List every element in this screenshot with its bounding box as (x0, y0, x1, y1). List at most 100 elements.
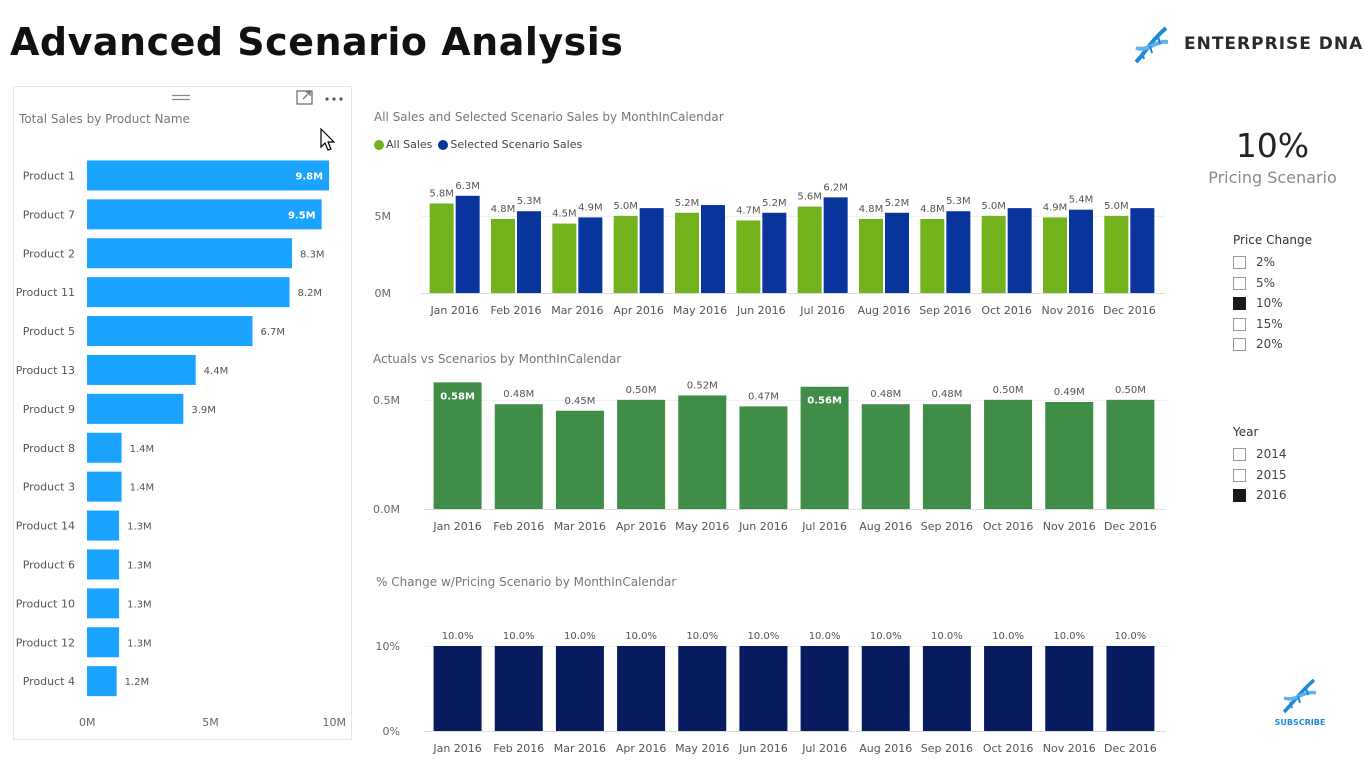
x-label-aug-2016: Aug 2016 (858, 304, 911, 317)
data-label-product-6: 1.3M (127, 560, 152, 571)
subscribe-button[interactable]: SUBSCRIBE (1270, 676, 1330, 728)
x-label-jan-2016: Jan 2016 (432, 742, 481, 755)
category-label-product-2: Product 2 (23, 247, 75, 260)
bar-product-1 (87, 160, 330, 191)
product-sales-visual[interactable]: Total Sales by Product Name Product 1 9.8… (13, 86, 352, 740)
data-label-sep-2016: 0.48M (931, 389, 962, 400)
data-label-selected-scenario-sales-nov-2016: 5.4M (1069, 195, 1094, 206)
price-option-10[interactable]: 10% (1233, 295, 1283, 311)
bar-all-sales-jan-2016 (429, 203, 454, 293)
category-label-product-9: Product 9 (23, 403, 75, 416)
product-bar-chart: Product 1 9.8M Product 7 9.5M Product 2 8.3M P… (16, 160, 346, 729)
price-option-2[interactable]: 2% (1233, 254, 1275, 270)
price-option-15[interactable]: 15% (1233, 316, 1283, 332)
x-label-sep-2016: Sep 2016 (921, 520, 973, 533)
year-option-2016[interactable]: 2016 (1233, 487, 1287, 503)
bar-jan-2016 (433, 382, 482, 509)
x-label-oct-2016: Oct 2016 (981, 304, 1032, 317)
data-label-aug-2016: 10.0% (870, 631, 902, 642)
product-chart-title: Total Sales by Product Name (19, 112, 190, 126)
x-label-mar-2016: Mar 2016 (551, 304, 603, 317)
data-label-feb-2016: 10.0% (503, 631, 535, 642)
data-label-all-sales-sep-2016: 4.8M (920, 204, 945, 215)
bar-oct-2016 (984, 646, 1033, 731)
focus-mode-icon[interactable] (296, 90, 314, 106)
data-label-selected-scenario-sales-aug-2016: 5.2M (885, 198, 910, 209)
bar-all-sales-may-2016 (675, 212, 699, 293)
data-label-nov-2016: 0.49M (1054, 387, 1085, 398)
bar-all-sales-oct-2016 (981, 215, 1006, 293)
bar-selected-scenario-sales-mar-2016 (578, 217, 603, 293)
bar-selected-scenario-sales-feb-2016 (517, 211, 541, 293)
bar-product-10 (87, 588, 120, 619)
data-label-product-1: 9.8M (295, 171, 323, 182)
sales-visual[interactable]: All Sales and Selected Scenario Sales by… (365, 105, 1185, 325)
category-label-product-14: Product 14 (16, 520, 75, 533)
data-label-jul-2016: 10.0% (809, 631, 841, 642)
bar-selected-scenario-sales-jun-2016 (762, 212, 787, 293)
x-label-apr-2016: Apr 2016 (616, 520, 667, 533)
pct-change-visual[interactable]: % Change w/Pricing Scenario by MonthInCa… (365, 570, 1185, 765)
checkbox-checked[interactable] (1233, 488, 1246, 502)
x-label-jun-2016: Jun 2016 (738, 742, 788, 755)
more-options-icon[interactable] (324, 95, 344, 103)
year-option-2014[interactable]: 2014 (1233, 446, 1287, 462)
pricing-scenario-value: 10% (1235, 126, 1310, 165)
bar-selected-scenario-sales-dec-2016 (1130, 208, 1155, 293)
bar-selected-scenario-sales-aug-2016 (885, 212, 909, 293)
data-label-apr-2016: 0.50M (626, 385, 657, 396)
bar-aug-2016 (861, 404, 910, 509)
bar-aug-2016 (861, 646, 910, 731)
bar-all-sales-jun-2016 (736, 220, 761, 293)
checkbox[interactable] (1233, 255, 1246, 269)
checkbox-checked[interactable] (1233, 296, 1246, 310)
data-label-all-sales-aug-2016: 4.8M (859, 204, 884, 215)
data-label-feb-2016: 0.48M (503, 389, 534, 400)
data-label-all-sales-feb-2016: 4.8M (491, 204, 516, 215)
sales-chart-title: All Sales and Selected Scenario Sales by… (374, 110, 724, 124)
data-label-apr-2016: 10.0% (625, 631, 657, 642)
category-label-product-7: Product 7 (23, 208, 75, 221)
x-label-jun-2016: Jun 2016 (738, 520, 788, 533)
data-label-selected-scenario-sales-sep-2016: 5.3M (946, 196, 971, 207)
bar-apr-2016 (617, 399, 666, 509)
category-label-product-11: Product 11 (16, 286, 75, 299)
x-label-sep-2016: Sep 2016 (919, 304, 971, 317)
data-label-selected-scenario-sales-jul-2016: 6.2M (823, 182, 848, 193)
checkbox[interactable] (1233, 276, 1246, 290)
data-label-dec-2016: 10.0% (1115, 631, 1147, 642)
data-label-all-sales-apr-2016: 5.0M (613, 201, 638, 212)
year-option-2015[interactable]: 2015 (1233, 467, 1287, 483)
legend-marker-scenario-sales (438, 139, 449, 150)
pct-change-bar-chart: 0% 10% Jan 2016 Feb 2016 Mar 2016 Apr 2016 May… (376, 631, 1166, 755)
data-label-product-8: 1.4M (130, 444, 155, 455)
enterprise-dna-logo: ENTERPRISE DNA (1128, 22, 1362, 68)
x-label-dec-2016: Dec 2016 (1103, 304, 1156, 317)
category-label-product-6: Product 6 (23, 558, 75, 571)
bar-selected-scenario-sales-jan-2016 (455, 195, 480, 293)
category-label-product-8: Product 8 (23, 442, 75, 455)
pricing-scenario-label: Pricing Scenario (1208, 168, 1337, 187)
data-label-oct-2016: 10.0% (992, 631, 1024, 642)
drag-handle-icon[interactable] (172, 94, 192, 102)
x-label-jan-2016: Jan 2016 (429, 304, 478, 317)
checkbox[interactable] (1233, 337, 1246, 351)
actuals-visual[interactable]: Actuals vs Scenarios by MonthInCalendar … (365, 347, 1185, 542)
checkbox[interactable] (1233, 317, 1246, 331)
price-option-5[interactable]: 5% (1233, 275, 1275, 291)
price-option-20[interactable]: 20% (1233, 336, 1283, 352)
data-label-product-4: 1.2M (125, 677, 150, 688)
checkbox[interactable] (1233, 468, 1246, 482)
bar-selected-scenario-sales-nov-2016 (1069, 209, 1093, 293)
price-change-slicer-title: Price Change (1233, 233, 1313, 247)
bar-apr-2016 (617, 646, 666, 731)
y-tick-0m: 0M (375, 287, 392, 300)
y-tick-0-0m: 0.0M (373, 503, 400, 516)
bar-nov-2016 (1045, 646, 1094, 731)
checkbox[interactable] (1233, 447, 1246, 461)
bar-all-sales-mar-2016 (552, 223, 577, 293)
data-label-all-sales-jun-2016: 4.7M (736, 205, 761, 216)
bar-all-sales-jul-2016 (797, 206, 822, 293)
y-tick-0-5m: 0.5M (373, 394, 400, 407)
legend-label-scenario-sales: Selected Scenario Sales (450, 138, 583, 151)
